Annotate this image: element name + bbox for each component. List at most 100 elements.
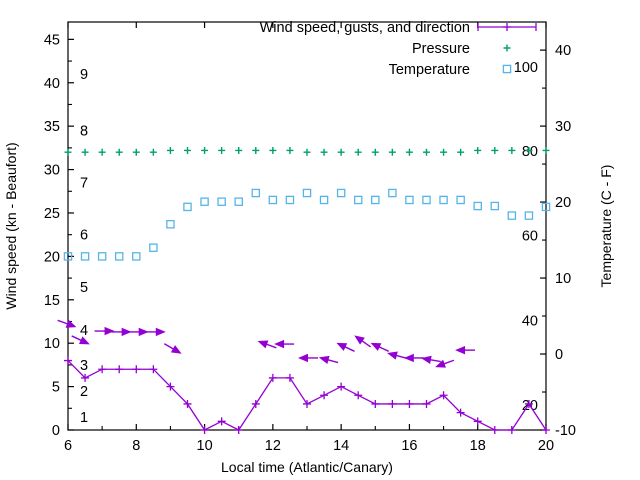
- fahrenheit-label-40: 40: [522, 314, 538, 330]
- y-tick-label-2: 10: [44, 336, 60, 352]
- pressure-point: [440, 148, 448, 156]
- temperature-point: [353, 195, 363, 205]
- y2-tick-label-1: 0: [555, 347, 563, 363]
- temperature-point: [80, 252, 90, 261]
- temperature-point: [490, 201, 500, 211]
- wind-direction-arrow: [128, 327, 149, 337]
- wind-direction-arrow: [387, 351, 407, 360]
- pressure-point: [371, 148, 379, 156]
- beaufort-label-4: 4: [80, 323, 88, 339]
- y-tick-label-0: 0: [52, 423, 60, 439]
- y-tick-label-4: 20: [44, 249, 60, 265]
- temperature-point: [149, 243, 158, 252]
- x-tick-label-1: 8: [132, 438, 140, 454]
- wind-direction-arrow: [318, 355, 339, 365]
- x-tick-label-4: 14: [333, 438, 349, 454]
- legend-key-wind-ends: [477, 23, 537, 31]
- wind-speed-line: [67, 360, 547, 431]
- pressure-point: [423, 148, 430, 156]
- wind-direction-arrow: [298, 353, 318, 363]
- wind-speed-point: [217, 417, 226, 426]
- wind-direction-arrow: [435, 359, 455, 368]
- temperature-point: [234, 197, 243, 206]
- pressure-point: [184, 146, 191, 154]
- wind-direction-arrow: [57, 319, 77, 328]
- wind-speed-point: [285, 373, 294, 382]
- temperature-point: [251, 188, 261, 198]
- wind-speed-point: [149, 365, 158, 374]
- wind-speed-point: [371, 399, 380, 408]
- wind-speed-point: [200, 426, 209, 434]
- pressure-point: [457, 148, 465, 156]
- x-tick-label-3: 12: [265, 438, 281, 454]
- wind-speed-point: [98, 365, 107, 374]
- y-tick-label-1: 5: [52, 380, 60, 396]
- beaufort-label-2: 2: [80, 384, 88, 400]
- y2-tick-label-4: 30: [555, 119, 571, 135]
- x-tick-label-7: 20: [538, 438, 554, 454]
- pressure-point: [252, 146, 260, 154]
- wind-direction-arrow: [403, 353, 424, 363]
- temperature-point: [114, 252, 124, 261]
- temperature-point: [371, 195, 380, 205]
- y2-axis-title: Temperature (C - F): [598, 165, 614, 288]
- wind-direction-arrow: [163, 343, 182, 354]
- wind-speed-point: [422, 399, 431, 408]
- wind-direction-arrow: [421, 355, 441, 364]
- pressure-point: [303, 148, 311, 156]
- temperature-point: [183, 202, 192, 212]
- legend-key-temperature: [502, 64, 512, 74]
- wind-speed-point: [115, 365, 124, 374]
- pressure-point: [388, 148, 396, 156]
- y-tick-label-6: 30: [44, 163, 60, 179]
- y-tick-label-5: 25: [44, 206, 60, 222]
- temperature-point: [166, 220, 175, 229]
- fahrenheit-label-100: 100: [514, 60, 538, 76]
- beaufort-label-1: 1: [80, 410, 88, 426]
- wind-speed-point: [183, 399, 192, 408]
- pressure-point: [286, 146, 294, 154]
- pressure-point: [98, 148, 106, 156]
- temperature-point: [456, 195, 465, 205]
- wind-speed-point: [507, 426, 516, 434]
- wind-direction-arrow: [274, 339, 295, 349]
- pressure-point: [201, 146, 209, 154]
- beaufort-label-8: 8: [80, 124, 88, 140]
- pressure-point: [508, 146, 516, 154]
- temperature-point: [541, 202, 551, 212]
- fahrenheit-label-60: 60: [522, 228, 538, 244]
- beaufort-label-3: 3: [80, 358, 88, 374]
- legend-key-wind-marker: [503, 23, 511, 31]
- y-tick-label-8: 40: [44, 76, 60, 92]
- wind-direction-arrow: [94, 326, 115, 336]
- wind-speed-point: [132, 365, 141, 374]
- x-tick-label-5: 16: [401, 438, 417, 454]
- y-tick-label-9: 45: [44, 32, 60, 48]
- wind-speed-point: [388, 399, 397, 408]
- temperature-point: [507, 211, 517, 220]
- wind-speed-point: [166, 382, 175, 391]
- temperature-point: [524, 211, 534, 220]
- temperature-point: [319, 195, 329, 205]
- wind-speed-point: [303, 399, 311, 408]
- temperature-point: [473, 201, 482, 211]
- legend-label-2: Temperature: [389, 62, 470, 78]
- temperature-point: [200, 197, 209, 206]
- wind-speed-point: [354, 391, 363, 400]
- temperature-point: [439, 195, 448, 205]
- wind-speed-point: [251, 399, 260, 408]
- pressure-point: [320, 148, 328, 156]
- pressure-point: [235, 146, 243, 154]
- wind-direction-arrow: [145, 327, 166, 337]
- pressure-point: [542, 146, 550, 154]
- pressure-point: [115, 148, 123, 156]
- legend-key-pressure: [503, 44, 511, 52]
- wind-speed-point: [439, 391, 448, 400]
- temperature-point: [285, 195, 295, 205]
- beaufort-label-7: 7: [80, 176, 88, 192]
- wind-direction-arrow: [370, 342, 389, 352]
- wind-speed-point: [542, 426, 550, 434]
- temperature-point: [388, 188, 397, 198]
